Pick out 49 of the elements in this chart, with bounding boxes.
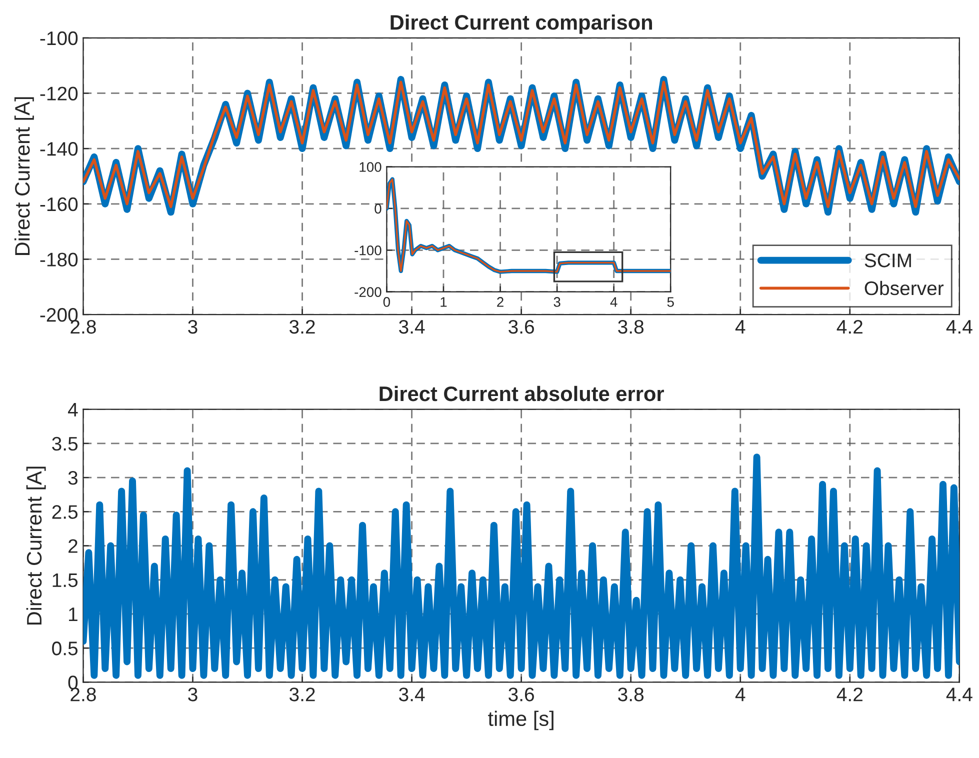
y-tick-label: -180 [40, 252, 78, 266]
x-tick-label: 4.4 [946, 320, 972, 334]
y-tick-label: -100 [354, 245, 382, 256]
y-tick-label: 1.5 [52, 574, 78, 588]
x-tick-label: 3.8 [618, 320, 644, 334]
x-tick-label: 4.2 [836, 688, 862, 702]
y-tick-label: 1 [69, 608, 78, 622]
chart-title: Direct Current comparison [390, 14, 652, 34]
x-tick-label: 4 [610, 297, 618, 307]
y-tick-label: 3 [68, 471, 78, 485]
chart-title: Direct Current absolute error [380, 386, 664, 402]
x-tick-label: 1 [440, 297, 447, 307]
y-tick-label: 2 [68, 539, 78, 553]
x-tick-label: 4.2 [836, 320, 862, 334]
x-tick-label: 3.6 [508, 320, 534, 334]
x-tick-label: 3 [554, 297, 560, 307]
y-tick-label: 0.5 [52, 642, 78, 656]
y-tick-label: 0 [374, 204, 382, 214]
x-tick-label: 3 [188, 688, 198, 702]
x-tick-label: 3 [188, 320, 198, 334]
legend-label: SCIM [864, 254, 911, 268]
x-axis-title: time [s] [488, 710, 554, 730]
y-tick-label: 100 [360, 162, 382, 172]
x-tick-label: 2.8 [70, 688, 96, 702]
y-tick-label: -160 [40, 197, 78, 212]
y-axis-title: Direct Current [A] [26, 466, 46, 625]
x-tick-label: 0 [383, 297, 390, 307]
y-tick-label: -200 [354, 287, 382, 297]
x-tick-label: 3.6 [508, 688, 534, 702]
y-tick-label: -140 [40, 142, 78, 156]
x-tick-label: 3.2 [289, 688, 315, 702]
x-tick-label: 3.2 [289, 320, 315, 334]
x-tick-label: 5 [667, 297, 674, 307]
x-tick-label: 2 [497, 297, 504, 307]
y-tick-label: -120 [40, 86, 78, 100]
y-tick-label: 2.5 [52, 505, 78, 519]
x-tick-label: 4 [735, 688, 746, 702]
x-tick-label: 3.4 [399, 320, 425, 334]
y-tick-label: 3.5 [52, 436, 78, 451]
legend-label: Observer [864, 280, 944, 296]
y-tick-label: 4 [68, 402, 78, 416]
y-tick-label: -200 [40, 308, 78, 322]
y-tick-label: -100 [40, 31, 78, 46]
x-tick-label: 3.4 [399, 688, 425, 702]
x-tick-label: 2.8 [70, 320, 96, 334]
x-tick-label: 4 [735, 320, 746, 334]
x-tick-label: 3.8 [618, 688, 644, 702]
y-axis-title: Direct Current [A] [14, 97, 34, 255]
x-tick-label: 4.4 [946, 688, 972, 702]
